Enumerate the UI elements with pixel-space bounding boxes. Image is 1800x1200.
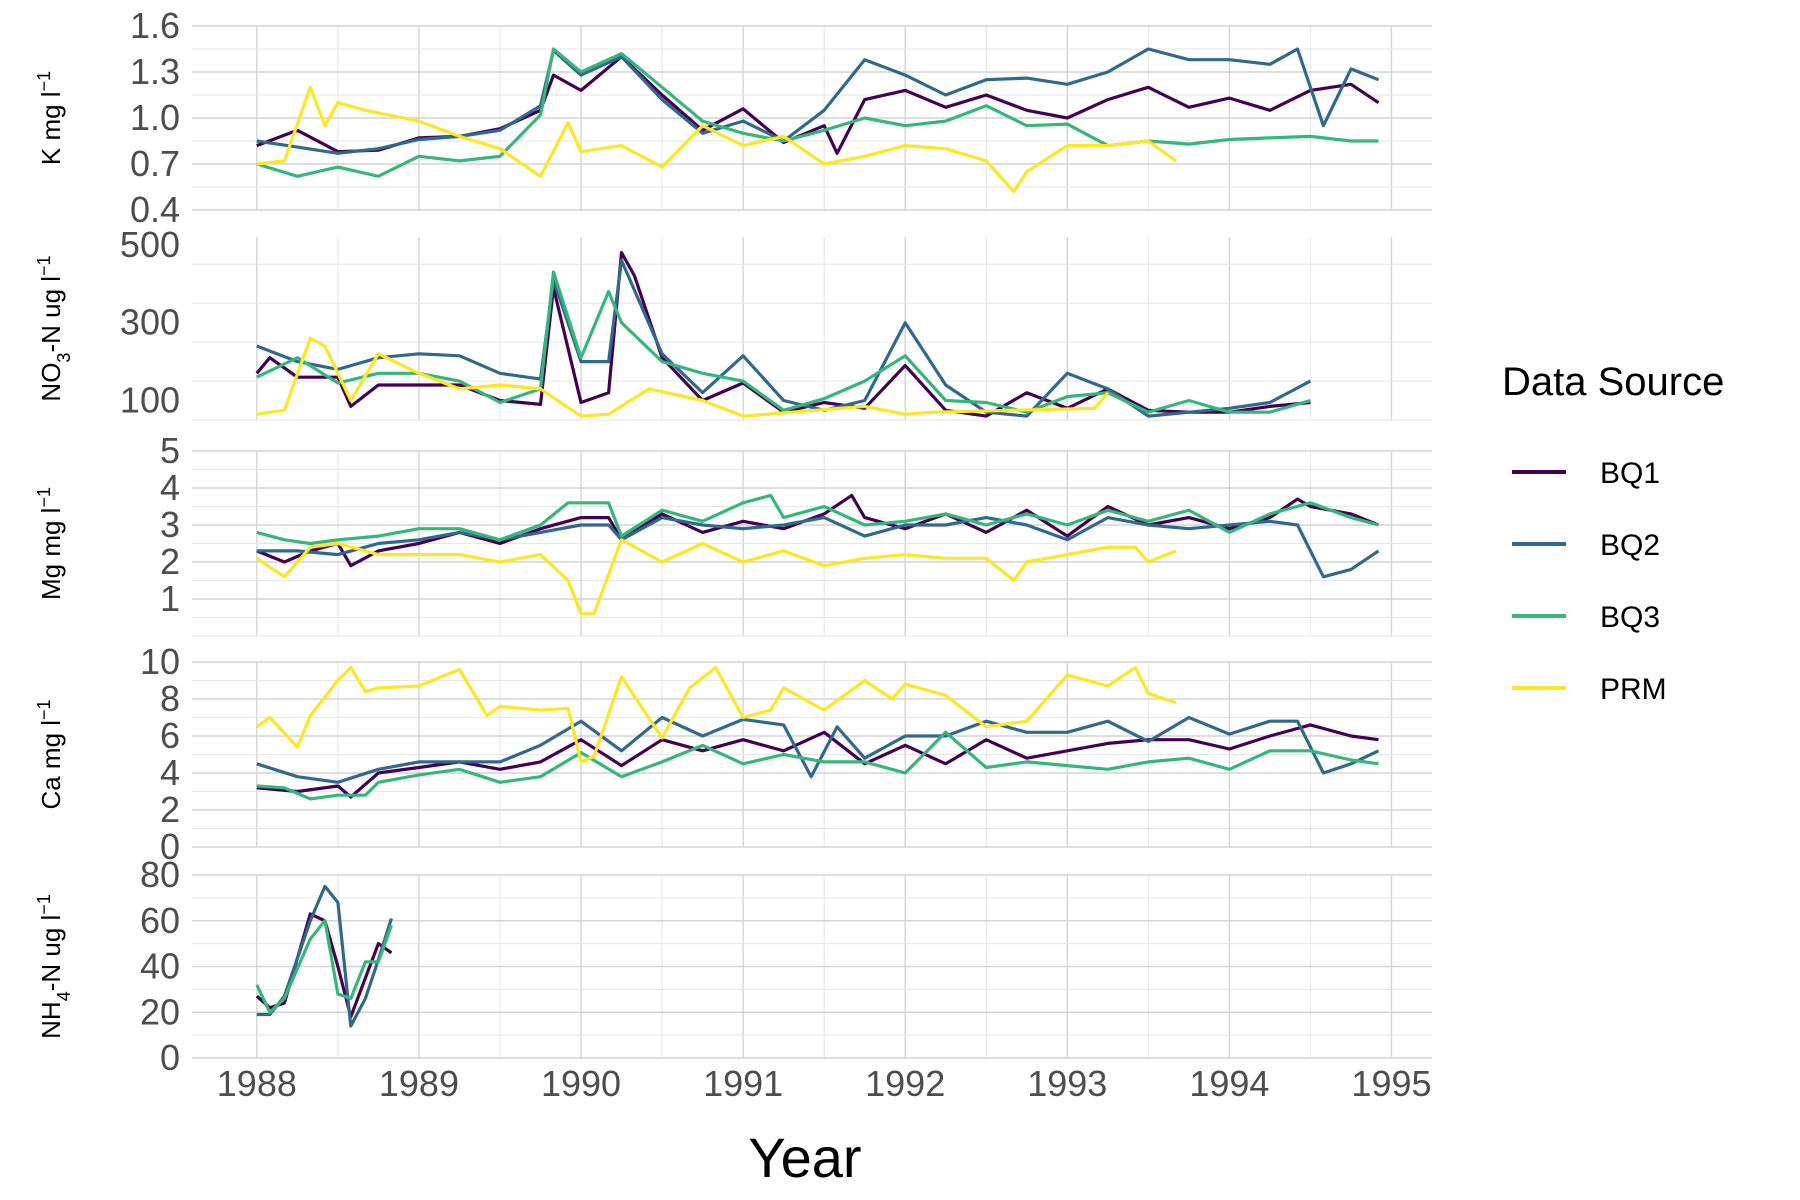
panel-series (255, 665, 1380, 801)
y-tick-label: 2 (160, 541, 180, 582)
y-tick-label: 300 (120, 302, 180, 343)
y-tick-label: 1.6 (130, 5, 180, 46)
x-tick-label: 1995 (1351, 1063, 1431, 1104)
series-line-bq2 (256, 516, 1380, 579)
panel-grid (192, 661, 1432, 848)
x-axis-title: Year (748, 1126, 861, 1189)
legend-label-prm: PRM (1600, 673, 1667, 706)
panel-2: 100 300 500 NO3-N ug l−1 (34, 224, 1432, 421)
y-axis-title: Mg mg l−1 (34, 487, 66, 600)
y-tick-label: 0.4 (130, 189, 180, 230)
panel-series (256, 47, 1380, 194)
x-tick-label: 1989 (379, 1063, 459, 1104)
x-tick-label: 1994 (1189, 1063, 1269, 1104)
panel-series (255, 884, 393, 1028)
series-line-prm (256, 85, 1177, 194)
x-tick-label: 1990 (541, 1063, 621, 1104)
y-tick-label: 4 (160, 752, 180, 793)
y-tick-label: 0.7 (130, 143, 180, 184)
y-axis-title: NH4-N ug l−1 (34, 894, 74, 1039)
legend-title: Data Source (1502, 360, 1724, 404)
y-tick-label: 0 (160, 1037, 180, 1078)
y-tick-label: 2 (160, 789, 180, 830)
series-line-prm (255, 538, 1177, 616)
series-line-bq3 (256, 493, 1379, 546)
series-line-bq1 (256, 723, 1379, 799)
series-line-bq3 (256, 730, 1379, 801)
y-tick-label: 6 (160, 715, 180, 756)
y-tick-label: 40 (140, 946, 180, 987)
panel-1: 0.4 0.7 1.0 1.3 1.6 K mg l−1 (34, 5, 1432, 230)
y-tick-label: 100 (120, 380, 180, 421)
y-tick-label: 1.0 (130, 97, 180, 138)
y-tick-label: 4 (160, 467, 180, 508)
y-axis-title: NO3-N ug l−1 (34, 255, 74, 401)
panel-grid (192, 237, 1432, 421)
series-line-bq2 (256, 715, 1380, 784)
y-tick-label: 1 (160, 578, 180, 619)
legend-label-bq3: BQ3 (1600, 601, 1660, 634)
x-tick-label: 1993 (1027, 1063, 1107, 1104)
y-tick-label: 3 (160, 504, 180, 545)
legend-label-bq1: BQ1 (1600, 457, 1660, 490)
x-tick-label: 1992 (865, 1063, 945, 1104)
series-line-bq3 (255, 919, 393, 1014)
y-tick-label: 5 (160, 430, 180, 471)
legend-label-bq2: BQ2 (1600, 529, 1660, 562)
y-tick-label: 8 (160, 678, 180, 719)
y-tick-label: 10 (140, 641, 180, 682)
series-line-prm (255, 665, 1177, 764)
y-tick-label: 500 (120, 224, 180, 265)
x-tick-label: 1988 (217, 1063, 297, 1104)
panel-grid (192, 874, 1432, 1059)
x-axis: 1988 1989 1990 1991 1992 1993 1994 1995 (217, 1063, 1432, 1104)
series-line-bq3 (256, 47, 1379, 178)
panel-series (255, 251, 1312, 418)
panel-grid (192, 25, 1432, 211)
y-axis-title: K mg l−1 (34, 71, 66, 165)
legend: Data Source BQ1 BQ2 BQ3 PRM (1502, 360, 1724, 706)
y-tick-label: 80 (140, 854, 180, 895)
panel-series (255, 493, 1380, 616)
y-axis-title: Ca mg l−1 (34, 699, 66, 809)
y-tick-label: 60 (140, 900, 180, 941)
series-line-bq3 (256, 270, 1311, 414)
y-tick-label: 1.3 (130, 51, 180, 92)
series-line-prm (256, 336, 1110, 418)
x-tick-label: 1991 (703, 1063, 783, 1104)
y-tick-label: 0 (160, 826, 180, 867)
y-tick-label: 20 (140, 991, 180, 1032)
